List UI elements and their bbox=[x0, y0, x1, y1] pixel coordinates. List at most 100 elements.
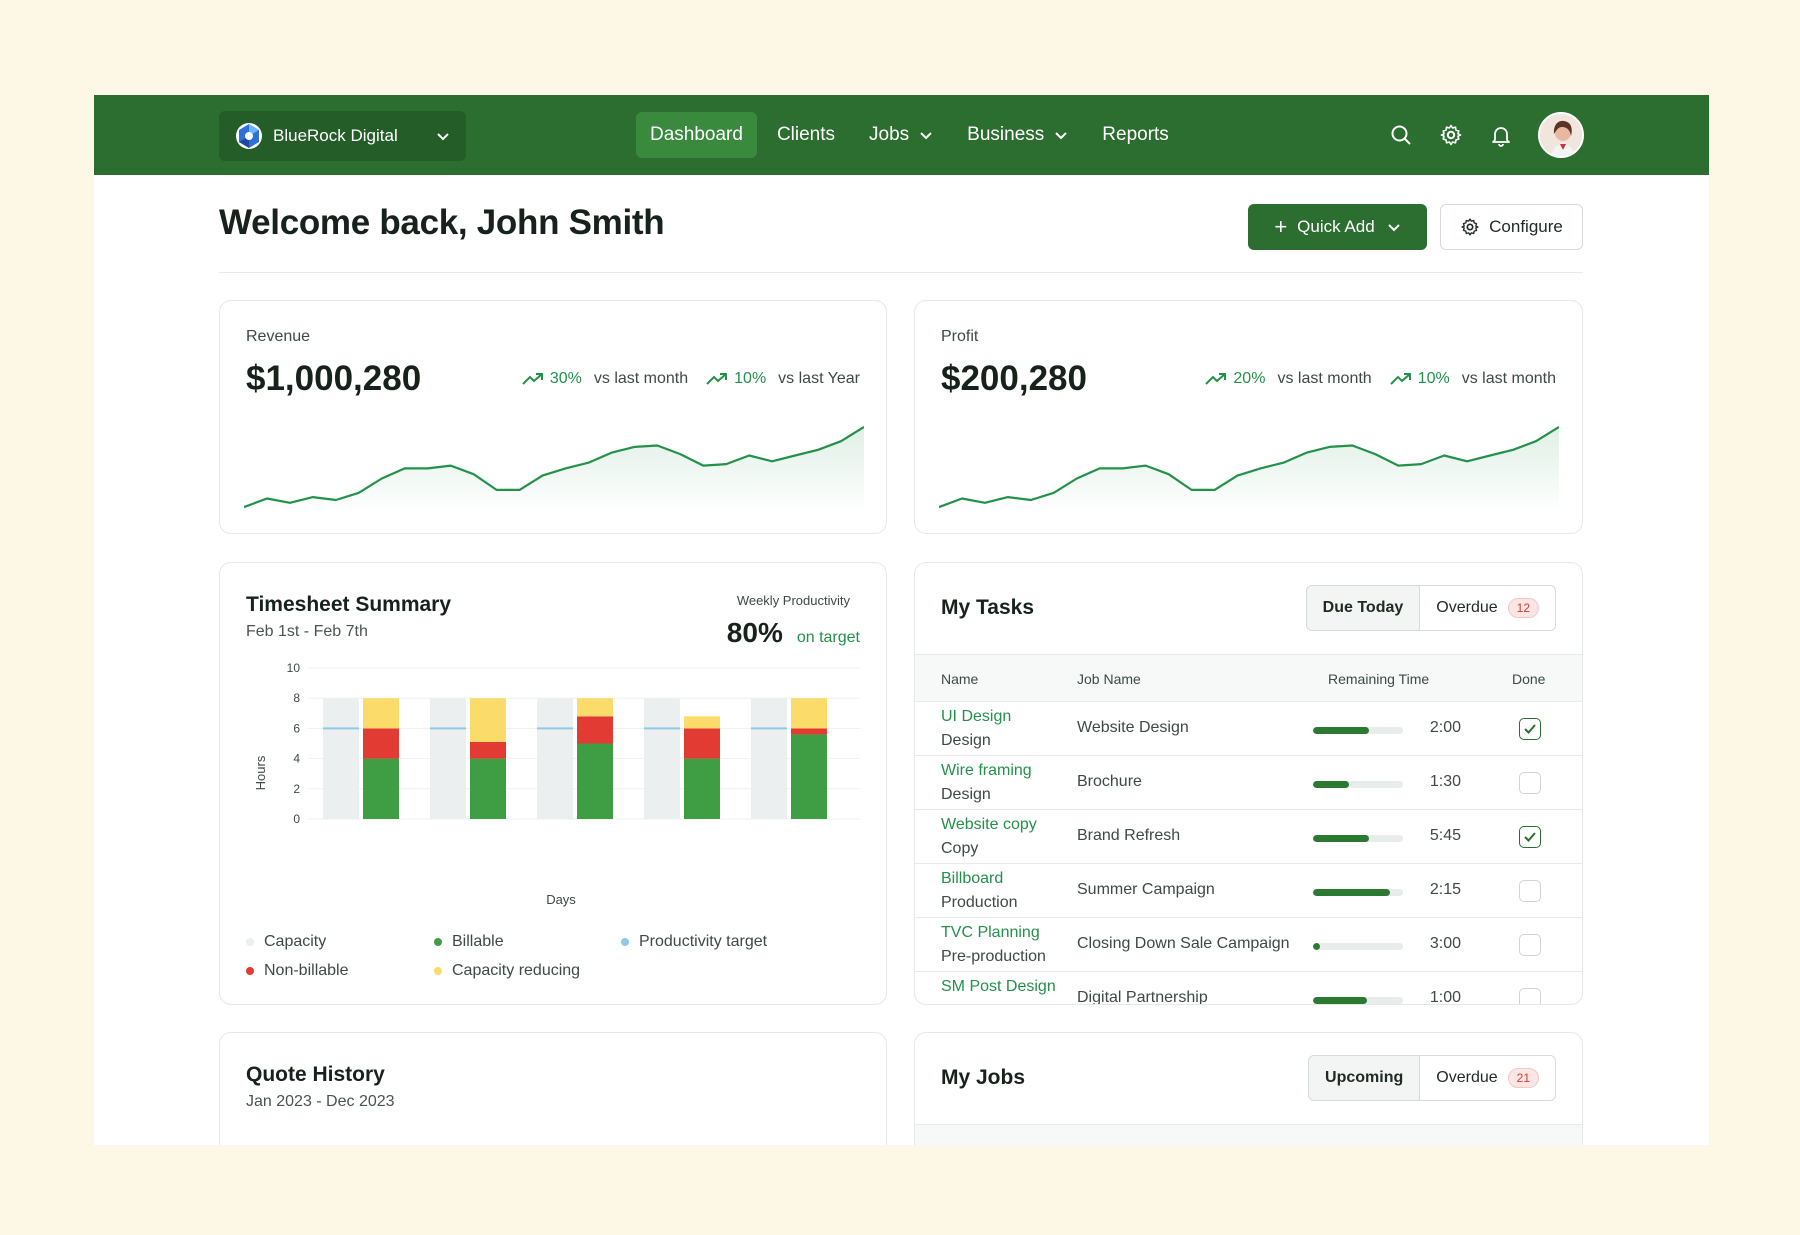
task-name[interactable]: Website copy bbox=[941, 816, 1037, 833]
table-row[interactable]: Billboard Production Summer Campaign 2:1… bbox=[915, 864, 1582, 918]
timesheet-card: Timesheet Summary Feb 1st - Feb 7th Week… bbox=[219, 562, 887, 1005]
col-done: Done bbox=[1512, 671, 1546, 687]
sparkline-line bbox=[244, 425, 864, 509]
task-name[interactable]: Billboard bbox=[941, 870, 1004, 887]
y-tick-label: 10 bbox=[287, 663, 301, 675]
table-row[interactable]: Wire framing Design Brochure 1:30 bbox=[915, 756, 1582, 810]
legend-dot bbox=[246, 938, 254, 946]
done-checkbox[interactable] bbox=[1519, 772, 1541, 794]
remaining-time: 2:00 bbox=[1429, 719, 1461, 736]
y-tick-label: 4 bbox=[293, 752, 300, 766]
task-job-name: Brand Refresh bbox=[1077, 827, 1181, 844]
tasks-card: My Tasks Due Today Overdue 12 Name Job Na… bbox=[914, 562, 1583, 1005]
tasks-tabs: Due Today Overdue 12 bbox=[1305, 585, 1556, 631]
legend-dot bbox=[434, 938, 442, 946]
quick-add-button[interactable]: + Quick Add bbox=[1248, 204, 1427, 250]
nav-business-label: Business bbox=[967, 124, 1045, 145]
org-switcher[interactable]: BlueRock Digital bbox=[219, 111, 466, 161]
capacity-bar bbox=[537, 698, 573, 819]
chevron-down-icon bbox=[1055, 132, 1067, 140]
done-checkbox[interactable] bbox=[1519, 718, 1541, 740]
nav-reports[interactable]: Reports bbox=[1088, 112, 1183, 158]
task-category: Design bbox=[941, 732, 991, 749]
remaining-progress-bar bbox=[1313, 835, 1403, 842]
avatar-portrait-icon bbox=[1540, 114, 1582, 156]
configure-button[interactable]: Configure bbox=[1440, 204, 1583, 250]
profit-stat-1-label: vs last month bbox=[1277, 370, 1372, 387]
capacity-bar bbox=[430, 698, 466, 819]
gear-icon bbox=[1461, 218, 1479, 236]
trend-up-icon bbox=[1389, 373, 1411, 385]
capacity-reducing-bar bbox=[470, 698, 506, 742]
tab-overdue[interactable]: Overdue 12 bbox=[1420, 586, 1555, 630]
bell-icon[interactable] bbox=[1489, 123, 1513, 147]
chart-ylabel: Hours bbox=[253, 755, 268, 790]
gear-icon[interactable] bbox=[1439, 123, 1463, 147]
org-name: BlueRock Digital bbox=[273, 126, 398, 145]
billable-bar bbox=[684, 758, 720, 819]
tasks-table-header: Name Job Name Remaining Time Done bbox=[915, 654, 1582, 702]
capacity-reducing-bar bbox=[363, 698, 399, 729]
task-job-name: Digital Partnership bbox=[1077, 989, 1208, 1005]
table-row[interactable]: SM Post Design Digital Partnership 1:00 bbox=[915, 972, 1582, 1005]
task-name[interactable]: SM Post Design bbox=[941, 978, 1056, 995]
table-row[interactable]: UI Design Design Website Design 2:00 bbox=[915, 702, 1582, 756]
task-name[interactable]: UI Design bbox=[941, 708, 1012, 725]
done-checkbox[interactable] bbox=[1519, 826, 1541, 848]
profit-sparkline bbox=[939, 425, 1559, 514]
nav-clients[interactable]: Clients bbox=[763, 112, 849, 158]
nav-business[interactable]: Business bbox=[953, 112, 1082, 158]
jobs-title: My Jobs bbox=[941, 1066, 1026, 1089]
col-remaining-time: Remaining Time bbox=[1328, 671, 1430, 687]
tab-due-today[interactable]: Due Today bbox=[1306, 586, 1421, 630]
progress-fill bbox=[1313, 835, 1369, 842]
page-title: Welcome back, John Smith bbox=[219, 203, 665, 242]
non-billable-bar bbox=[363, 728, 399, 759]
task-category: Design bbox=[941, 786, 991, 803]
remaining-progress-bar bbox=[1313, 943, 1403, 950]
legend-billable-label: Billable bbox=[452, 933, 504, 950]
y-tick-label: 0 bbox=[293, 812, 300, 826]
nav-dashboard[interactable]: Dashboard bbox=[636, 112, 757, 158]
legend-non-billable: Non-billable bbox=[246, 962, 349, 980]
table-row[interactable]: TVC Planning Pre-production Closing Down… bbox=[915, 918, 1582, 972]
search-icon[interactable] bbox=[1389, 123, 1413, 147]
check-icon bbox=[1524, 832, 1536, 842]
trend-up-icon bbox=[522, 373, 543, 385]
org-logo-icon bbox=[236, 123, 262, 149]
done-checkbox[interactable] bbox=[1519, 988, 1541, 1004]
done-checkbox[interactable] bbox=[1519, 880, 1541, 902]
quick-add-label: Quick Add bbox=[1297, 217, 1375, 236]
check-icon bbox=[1524, 724, 1536, 734]
task-name[interactable]: TVC Planning bbox=[941, 924, 1040, 941]
plus-icon: + bbox=[1274, 214, 1288, 239]
profit-stats: 20% vs last month 10% vs last month bbox=[1187, 370, 1556, 388]
done-checkbox[interactable] bbox=[1519, 934, 1541, 956]
jobs-table-header bbox=[915, 1124, 1582, 1145]
revenue-stat-year-pct: 10% bbox=[734, 370, 767, 387]
legend-billable: Billable bbox=[434, 933, 504, 951]
quote-history-card: Quote History Jan 2023 - Dec 2023 bbox=[219, 1032, 887, 1145]
quote-history-title: Quote History bbox=[246, 1063, 385, 1086]
sparkline-area bbox=[939, 426, 1559, 514]
nav-dashboard-label: Dashboard bbox=[650, 124, 743, 145]
chevron-down-icon bbox=[920, 132, 932, 140]
table-row[interactable]: Website copy Copy Brand Refresh 5:45 bbox=[915, 810, 1582, 864]
capacity-bar bbox=[751, 698, 787, 819]
task-category: Production bbox=[941, 894, 1018, 911]
remaining-time: 2:15 bbox=[1429, 881, 1461, 898]
non-billable-bar bbox=[577, 716, 613, 744]
nav-jobs[interactable]: Jobs bbox=[855, 112, 947, 158]
tab-jobs-overdue[interactable]: Overdue 21 bbox=[1420, 1056, 1555, 1100]
task-name[interactable]: Wire framing bbox=[941, 762, 1032, 779]
timesheet-title: Timesheet Summary bbox=[246, 593, 452, 616]
tab-upcoming[interactable]: Upcoming bbox=[1309, 1056, 1421, 1100]
chart-xlabel: Days bbox=[546, 892, 576, 907]
profit-stat-2: 10% vs last month bbox=[1389, 370, 1556, 388]
revenue-stats: 30% vs last month 10% vs last Year bbox=[504, 370, 860, 388]
remaining-progress-bar bbox=[1313, 889, 1403, 896]
capacity-reducing-bar bbox=[577, 698, 613, 717]
user-avatar[interactable] bbox=[1538, 112, 1584, 158]
weekly-productivity-status: on target bbox=[796, 629, 860, 646]
y-tick-label: 8 bbox=[293, 691, 300, 705]
